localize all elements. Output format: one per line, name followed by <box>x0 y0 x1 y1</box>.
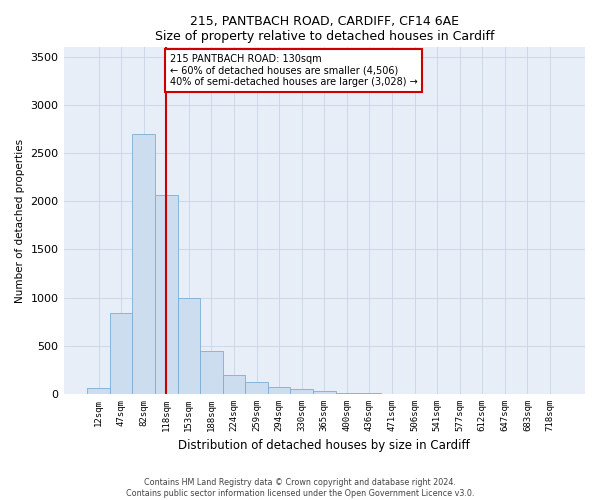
Bar <box>245 382 268 394</box>
Y-axis label: Number of detached properties: Number of detached properties <box>15 138 25 302</box>
Bar <box>200 350 223 394</box>
Bar <box>87 388 110 394</box>
Bar <box>268 388 290 394</box>
Title: 215, PANTBACH ROAD, CARDIFF, CF14 6AE
Size of property relative to detached hous: 215, PANTBACH ROAD, CARDIFF, CF14 6AE Si… <box>155 15 494 43</box>
Bar <box>110 313 133 394</box>
Bar <box>178 298 200 394</box>
X-axis label: Distribution of detached houses by size in Cardiff: Distribution of detached houses by size … <box>178 440 470 452</box>
Bar <box>313 391 335 394</box>
Bar <box>223 375 245 394</box>
Bar <box>290 389 313 394</box>
Bar <box>155 196 178 394</box>
Bar <box>358 393 381 394</box>
Bar <box>335 392 358 394</box>
Bar <box>133 134 155 394</box>
Text: 215 PANTBACH ROAD: 130sqm
← 60% of detached houses are smaller (4,506)
40% of se: 215 PANTBACH ROAD: 130sqm ← 60% of detac… <box>170 54 418 87</box>
Text: Contains HM Land Registry data © Crown copyright and database right 2024.
Contai: Contains HM Land Registry data © Crown c… <box>126 478 474 498</box>
